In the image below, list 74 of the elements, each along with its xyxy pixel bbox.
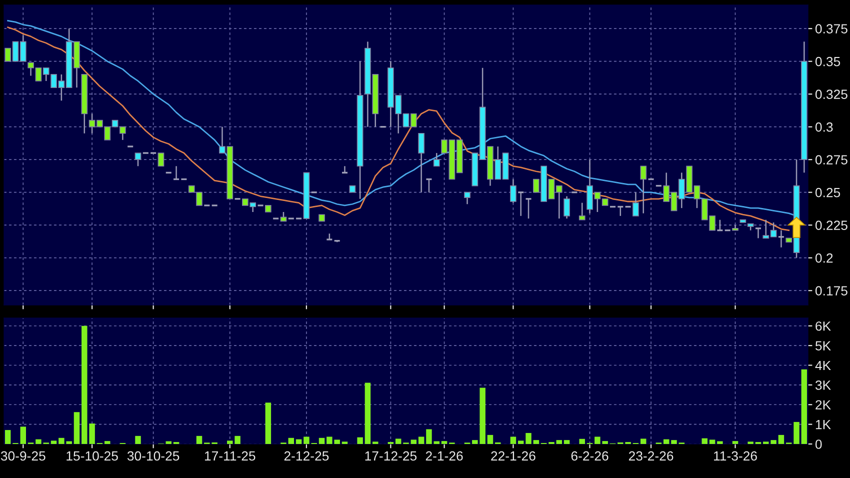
x-tick-label: 6-2-26: [571, 451, 608, 461]
bar: [510, 436, 516, 444]
bar: [418, 436, 424, 444]
candlestick: [280, 211, 287, 222]
candlestick: [134, 152, 142, 167]
y-tick-label: 0.2: [815, 253, 833, 263]
y-tick-label: 6K: [816, 321, 831, 331]
candlestick: [464, 192, 470, 205]
bar: [671, 440, 677, 444]
bar: [487, 434, 494, 444]
y-tick-label: 0: [815, 440, 822, 449]
y-tick-label: 2K: [816, 400, 831, 410]
bar: [288, 438, 294, 444]
bar: [20, 426, 26, 444]
candlestick: [418, 132, 424, 193]
candlestick: [640, 166, 647, 214]
y-tick-label: 1K: [816, 420, 831, 430]
x-tick-label: 30-10-25: [127, 451, 180, 461]
bar: [564, 440, 570, 444]
y-tick-label: 0.275: [815, 155, 848, 164]
bar: [794, 422, 800, 444]
bar: [702, 438, 708, 444]
y-tick-label: 0.375: [815, 24, 848, 34]
y-tick-label: 0.25: [815, 188, 840, 198]
x-tick-label: 22-1-26: [491, 451, 536, 461]
y-tick-label: 3K: [815, 380, 831, 390]
bar: [556, 440, 562, 444]
bar: [74, 412, 80, 444]
candlestick: [158, 152, 164, 167]
bar: [732, 441, 738, 444]
bar: [778, 434, 784, 444]
bar: [579, 438, 585, 444]
x-tick-label: 2-12-25: [284, 451, 329, 461]
y-tick-label: 0.175: [815, 286, 848, 296]
y-tick-label: 0.3: [815, 122, 833, 132]
bar: [640, 438, 646, 444]
bar: [526, 432, 532, 444]
bar: [410, 440, 417, 444]
bar: [533, 440, 540, 444]
bar: [663, 439, 670, 444]
bar: [709, 440, 716, 444]
y-tick-label: 0.35: [815, 56, 840, 66]
bar: [434, 441, 440, 444]
y-tick-label: 4K: [815, 360, 831, 370]
bar: [296, 439, 302, 444]
bar: [166, 441, 172, 444]
x-tick-label: 2-1-26: [426, 451, 463, 461]
y-tick-label: 0.225: [815, 220, 848, 230]
bar: [50, 440, 57, 444]
bar: [364, 382, 371, 444]
x-tick-label: 17-11-25: [204, 451, 256, 461]
bar: [395, 438, 402, 444]
bar: [426, 429, 432, 444]
y-tick-label: 0.325: [815, 90, 848, 99]
bar: [518, 440, 524, 444]
bar: [104, 441, 110, 444]
bar: [717, 441, 723, 444]
bar: [801, 369, 808, 444]
candlestick: [578, 202, 586, 220]
y-tick-label: 5K: [815, 341, 831, 350]
bar: [441, 441, 448, 444]
bar: [135, 436, 141, 444]
bar: [265, 402, 272, 444]
bar: [196, 436, 202, 444]
candlestick: [433, 152, 440, 167]
x-tick-label: 23-2-26: [628, 451, 674, 461]
x-tick-label: 30-9-25: [0, 451, 46, 461]
x-tick-label: 15-10-25: [66, 451, 118, 461]
x-tick-label: 11-3-26: [714, 451, 757, 461]
bar: [4, 430, 11, 444]
bar: [318, 438, 325, 444]
candlestick: [564, 196, 570, 220]
bar: [357, 437, 363, 444]
x-tick-label: 17-12-25: [365, 451, 417, 461]
